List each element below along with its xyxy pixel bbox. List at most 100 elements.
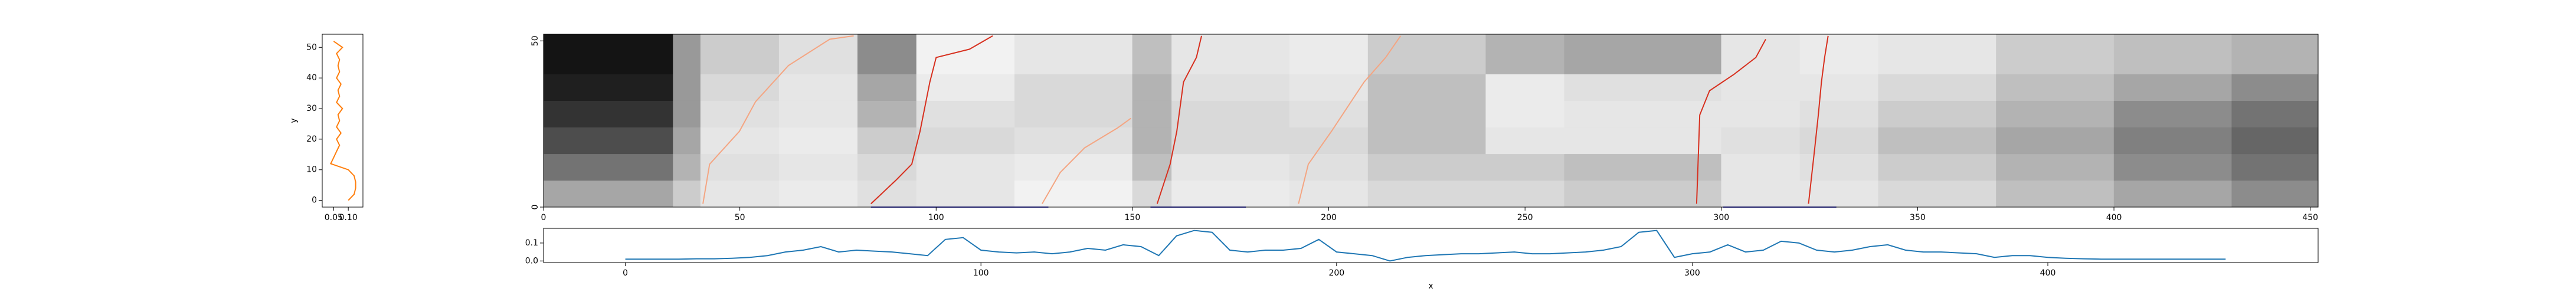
heatmap-cell <box>1878 180 1996 208</box>
y-tick-label: 20 <box>306 135 317 144</box>
heatmap-cell <box>916 34 1015 74</box>
heatmap-cell <box>1799 180 1879 208</box>
heatmap-cell <box>1564 34 1722 74</box>
heatmap-cell <box>2231 100 2319 128</box>
heatmap-cell <box>673 153 701 181</box>
heatmap-cell <box>1799 100 1879 128</box>
heatmap-cell <box>857 34 917 74</box>
heatmap-cell <box>1485 153 1564 181</box>
heatmap-cell <box>673 34 701 74</box>
y-tick-label: 0 <box>312 196 317 205</box>
heatmap-cell <box>778 127 858 155</box>
heatmap-cell <box>1367 74 1486 101</box>
x-tick-label: 0 <box>541 213 546 222</box>
heatmap-cell <box>543 34 673 74</box>
line <box>1298 35 1402 204</box>
y-tick-label: 0 <box>531 205 540 210</box>
x-tick-label: 400 <box>2040 268 2056 278</box>
y-axis-label: y <box>289 118 299 123</box>
heatmap-cell <box>1014 127 1133 155</box>
y-tick-label: 50 <box>306 42 317 52</box>
heatmap-cell <box>2113 180 2232 208</box>
axes-frame <box>543 34 2319 208</box>
heatmap-cell <box>916 127 1015 155</box>
heatmap-cell <box>2231 34 2319 74</box>
heatmap-cell <box>1996 153 2115 181</box>
heatmap-cell <box>1485 100 1564 128</box>
x-tick-label: 0.10 <box>339 213 358 222</box>
heatmap-cell <box>916 153 1015 181</box>
heatmap-cell <box>1171 127 1290 155</box>
heatmap-cell <box>1014 34 1133 74</box>
heatmap-cell <box>1014 180 1133 208</box>
heatmap-cell <box>543 180 673 208</box>
heatmap-cell <box>700 74 780 101</box>
heatmap-cell <box>1996 34 2115 74</box>
heatmap-cell <box>1878 74 1996 101</box>
x-tick-label: 350 <box>1910 213 1926 222</box>
axes-frame <box>322 34 364 208</box>
line <box>1156 35 1202 204</box>
heatmap-cell <box>916 180 1015 208</box>
heatmap-cell <box>1799 74 1879 101</box>
axes-frame <box>543 228 2319 263</box>
x-tick-label: 400 <box>2106 213 2122 222</box>
heatmap-cell <box>2113 127 2232 155</box>
heatmap-cell <box>2231 74 2319 101</box>
heatmap-cell <box>1564 153 1722 181</box>
x-tick-label: 0.05 <box>325 213 343 222</box>
x-tick-label: 250 <box>1517 213 1533 222</box>
heatmap-cell <box>2113 74 2232 101</box>
heatmap-cell <box>1289 153 1369 181</box>
heatmap-cell <box>1289 100 1369 128</box>
heatmap-cell <box>1485 127 1564 155</box>
heatmap-cell <box>1367 127 1486 155</box>
heatmap-cell <box>778 74 858 101</box>
heatmap-cell <box>778 34 858 74</box>
heatmap-cell <box>1878 100 1996 128</box>
heatmap-cell <box>1878 127 1996 155</box>
heatmap-cell <box>1289 34 1369 74</box>
heatmap-cell <box>916 100 1015 128</box>
heatmap-cell <box>1996 180 2115 208</box>
y-tick-label: 10 <box>306 165 317 175</box>
heatmap-cell <box>778 180 858 208</box>
heatmap-cell <box>1799 34 1879 74</box>
line <box>330 41 356 201</box>
heatmap-cell <box>778 100 858 128</box>
x-tick-label: 200 <box>1321 213 1337 222</box>
heatmap-cell <box>1171 153 1290 181</box>
x-tick-label: 50 <box>735 213 745 222</box>
y-tick-label: 30 <box>306 104 317 113</box>
heatmap-cell <box>543 74 673 101</box>
line <box>625 230 2226 262</box>
heatmap-cell <box>700 100 780 128</box>
y-tick-label: 40 <box>306 73 317 83</box>
y-tick-label: 0.0 <box>525 256 538 266</box>
heatmap-cell <box>1564 74 1722 101</box>
heatmap-cell <box>1721 180 1801 208</box>
heatmap-cell <box>2113 153 2232 181</box>
heatmap-cell <box>2113 34 2232 74</box>
heatmap-cell <box>2113 100 2232 128</box>
x-tick-label: 300 <box>1684 268 1700 278</box>
x-tick-label: 150 <box>1125 213 1141 222</box>
heatmap-cell <box>1878 34 1996 74</box>
heatmap-cell <box>673 74 701 101</box>
heatmap-cell <box>700 34 780 74</box>
heatmap-cell <box>1014 74 1133 101</box>
heatmap-cell <box>543 127 673 155</box>
heatmap-cell <box>1878 153 1996 181</box>
heatmap-cell <box>1132 34 1172 74</box>
line <box>1808 35 1829 204</box>
x-tick-label: 300 <box>1713 213 1729 222</box>
heatmap-cell <box>857 127 917 155</box>
heatmap-cell <box>673 127 701 155</box>
heatmap-cell <box>1485 180 1564 208</box>
x-tick-label: 200 <box>1328 268 1344 278</box>
heatmap-cell <box>916 74 1015 101</box>
heatmap-cell <box>1996 74 2115 101</box>
heatmap-cell <box>857 74 917 101</box>
line <box>1042 117 1131 204</box>
